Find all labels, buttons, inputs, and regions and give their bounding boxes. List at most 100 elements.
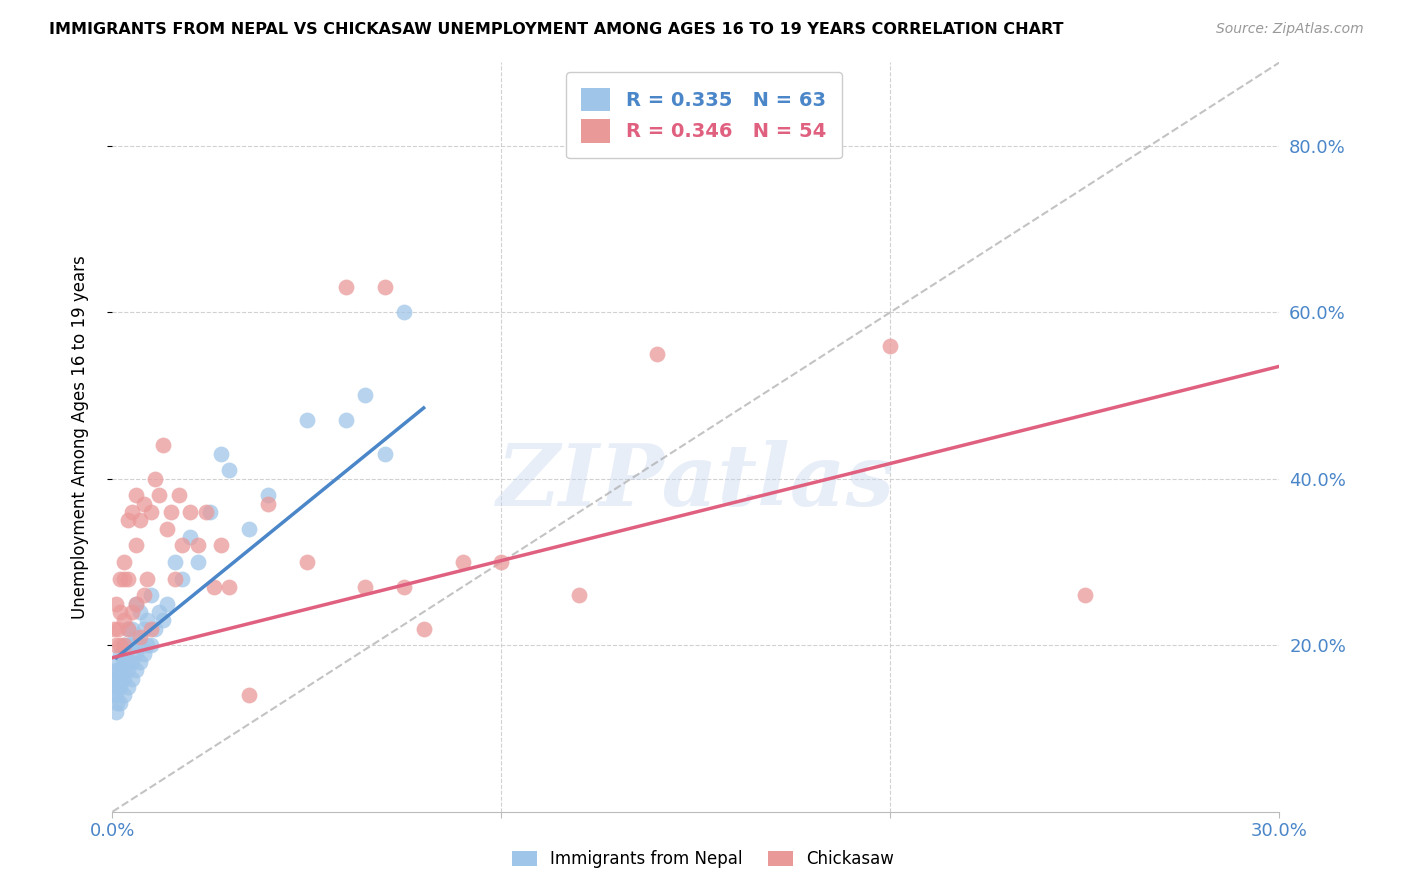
Point [218, 463, 240, 477]
Point [354, 388, 377, 402]
Point [132, 497, 155, 511]
Point [179, 505, 201, 519]
Point [354, 580, 377, 594]
Point [112, 655, 135, 669]
Point [141, 638, 163, 652]
Point [141, 505, 163, 519]
Point [105, 688, 128, 702]
Point [491, 555, 513, 569]
Point [117, 638, 139, 652]
Point [125, 597, 148, 611]
Point [117, 663, 139, 677]
Point [128, 630, 150, 644]
Point [111, 672, 134, 686]
Point [374, 280, 396, 294]
Point [117, 680, 139, 694]
Point [879, 338, 901, 352]
Point [128, 655, 150, 669]
Point [103, 672, 125, 686]
Point [202, 580, 225, 594]
Y-axis label: Unemployment Among Ages 16 to 19 years: Unemployment Among Ages 16 to 19 years [70, 255, 89, 619]
Point [218, 580, 240, 594]
Point [136, 638, 159, 652]
Point [143, 472, 166, 486]
Point [198, 505, 221, 519]
Point [179, 530, 201, 544]
Point [136, 572, 159, 586]
Point [412, 622, 434, 636]
Point [374, 447, 396, 461]
Legend: R = 0.335   N = 63, R = 0.346   N = 54: R = 0.335 N = 63, R = 0.346 N = 54 [565, 72, 842, 159]
Point [257, 488, 280, 502]
Point [128, 638, 150, 652]
Point [110, 572, 132, 586]
Point [295, 413, 318, 427]
Point [128, 605, 150, 619]
Point [394, 580, 416, 594]
Point [156, 522, 179, 536]
Point [187, 538, 209, 552]
Point [194, 505, 217, 519]
Point [110, 647, 132, 661]
Point [110, 663, 132, 677]
Point [112, 572, 135, 586]
Legend: Immigrants from Nepal, Chickasaw: Immigrants from Nepal, Chickasaw [505, 844, 901, 875]
Point [209, 538, 232, 552]
Point [110, 638, 132, 652]
Point [125, 647, 148, 661]
Point [125, 538, 148, 552]
Point [156, 597, 179, 611]
Point [172, 572, 194, 586]
Point [121, 655, 143, 669]
Point [105, 638, 128, 652]
Point [112, 688, 135, 702]
Point [141, 588, 163, 602]
Point [104, 680, 127, 694]
Point [128, 513, 150, 527]
Point [163, 555, 186, 569]
Point [117, 513, 139, 527]
Point [105, 655, 128, 669]
Point [125, 488, 148, 502]
Point [121, 638, 143, 652]
Point [105, 663, 128, 677]
Point [167, 488, 190, 502]
Point [295, 555, 318, 569]
Text: IMMIGRANTS FROM NEPAL VS CHICKASAW UNEMPLOYMENT AMONG AGES 16 TO 19 YEARS CORREL: IMMIGRANTS FROM NEPAL VS CHICKASAW UNEMP… [49, 22, 1064, 37]
Point [257, 497, 280, 511]
Point [132, 647, 155, 661]
Point [163, 572, 186, 586]
Point [187, 555, 209, 569]
Point [107, 680, 129, 694]
Point [121, 672, 143, 686]
Point [160, 505, 183, 519]
Point [121, 605, 143, 619]
Point [125, 597, 148, 611]
Point [1074, 588, 1097, 602]
Point [141, 622, 163, 636]
Point [152, 613, 174, 627]
Text: Source: ZipAtlas.com: Source: ZipAtlas.com [1216, 22, 1364, 37]
Point [103, 622, 125, 636]
Point [107, 663, 129, 677]
Point [451, 555, 474, 569]
Point [112, 672, 135, 686]
Point [112, 638, 135, 652]
Point [110, 680, 132, 694]
Point [117, 622, 139, 636]
Point [148, 488, 170, 502]
Point [209, 447, 232, 461]
Point [335, 413, 357, 427]
Point [148, 605, 170, 619]
Point [110, 672, 132, 686]
Point [172, 538, 194, 552]
Point [724, 122, 747, 136]
Point [132, 622, 155, 636]
Point [110, 697, 132, 711]
Text: ZIPatlas: ZIPatlas [496, 441, 896, 524]
Point [103, 688, 125, 702]
Point [394, 305, 416, 319]
Point [112, 613, 135, 627]
Point [238, 688, 260, 702]
Point [238, 522, 260, 536]
